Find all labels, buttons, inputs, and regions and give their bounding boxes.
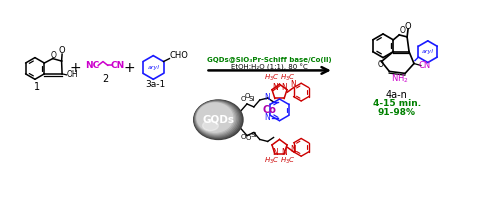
Text: aryl: aryl [147,65,159,70]
Text: O: O [245,135,251,141]
Text: GQDs: GQDs [203,115,234,125]
Text: Si: Si [249,96,255,102]
Ellipse shape [203,121,218,131]
Text: NH$_2$: NH$_2$ [392,72,409,85]
Text: $H_3C$: $H_3C$ [280,156,295,166]
Text: O: O [377,60,383,69]
Ellipse shape [196,102,237,135]
Text: N: N [264,113,269,122]
Text: O: O [399,26,405,35]
Text: $H_3C$: $H_3C$ [264,156,280,166]
Ellipse shape [194,100,242,138]
Text: O: O [240,96,246,102]
Text: 4a-n: 4a-n [386,90,408,100]
Text: +: + [124,61,135,75]
Ellipse shape [196,102,236,134]
Text: O: O [50,51,56,60]
Text: 4-15 min.: 4-15 min. [373,99,421,108]
Text: 91-98%: 91-98% [378,108,416,117]
Text: aryl: aryl [422,49,434,54]
Text: 1: 1 [34,82,40,92]
Text: N: N [281,83,287,92]
Text: N: N [290,145,296,154]
Text: O: O [244,93,250,99]
Ellipse shape [197,103,233,132]
Ellipse shape [197,103,234,133]
Text: NC: NC [85,61,99,70]
Text: 3a-1: 3a-1 [145,80,166,89]
Text: GQDs@SiO₃Pr-Schiff base/Co(II): GQDs@SiO₃Pr-Schiff base/Co(II) [207,57,332,63]
Text: O: O [405,22,412,31]
Text: N: N [290,80,296,89]
Text: N: N [281,148,287,157]
Text: CN: CN [111,61,125,70]
Ellipse shape [194,100,243,139]
Ellipse shape [195,101,240,137]
Text: CN: CN [419,61,431,70]
Text: EtOH:H₂O (1:1), 80 °C: EtOH:H₂O (1:1), 80 °C [231,64,308,71]
Text: $H_3C$: $H_3C$ [280,73,295,83]
Ellipse shape [195,101,239,136]
Text: Si: Si [251,132,257,138]
Text: $H_3C$: $H_3C$ [264,73,280,83]
Text: +: + [70,61,81,75]
Text: N: N [264,93,269,102]
Text: OH: OH [67,70,78,79]
Text: Co: Co [262,105,277,115]
Text: N: N [273,83,279,92]
Text: N: N [273,148,279,157]
Text: 2: 2 [102,74,108,84]
Text: CHO: CHO [169,51,188,60]
Text: O: O [59,46,65,55]
Text: O: O [240,134,246,140]
